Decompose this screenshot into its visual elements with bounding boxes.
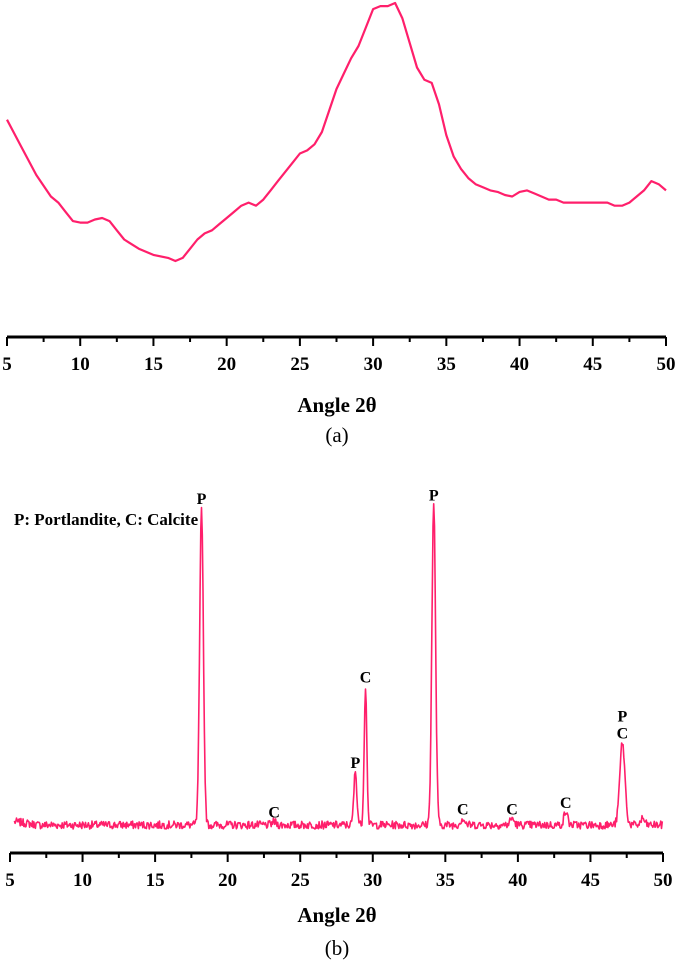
panel-a-x-axis <box>6 335 667 346</box>
panel-a-tick-label: 10 <box>71 354 90 375</box>
panel-a-tick-label: 35 <box>437 354 456 375</box>
peak-label: C <box>506 801 518 818</box>
panel-b-tick-label: 30 <box>363 870 382 891</box>
panel-b-legend: P: Portlandite, C: Calcite <box>14 510 199 529</box>
panel-b-tick-label: 35 <box>436 870 455 891</box>
panel-a-tick-label: 50 <box>657 354 676 375</box>
panel-a-tick-label: 20 <box>217 354 236 375</box>
panel-a-tick-label: 15 <box>144 354 163 375</box>
panel-a-tick-label: 25 <box>290 354 309 375</box>
panel-b-tick-label: 20 <box>218 870 237 891</box>
panel-b-tick-label: 40 <box>508 870 527 891</box>
panel-b-tick-label: 25 <box>291 870 310 891</box>
panel-b-tick-label: 45 <box>581 870 600 891</box>
panel-a-x-axis-title: Angle 2θ <box>297 393 376 417</box>
peak-label: C <box>457 801 469 818</box>
peak-label: C <box>617 725 629 742</box>
peak-label: P <box>429 488 439 505</box>
peak-label: P <box>350 755 360 772</box>
panel-b-tick-label: 10 <box>73 870 92 891</box>
peak-label: P <box>617 708 627 725</box>
panel-b-x-axis <box>9 851 664 862</box>
panel-a-caption: (a) <box>325 423 348 447</box>
peak-label: P <box>197 491 207 508</box>
panel-a-tick-label: 5 <box>2 354 12 375</box>
panel-a: 5 10 15 20 25 30 35 40 45 50 Angle 2θ (a) <box>2 1 676 447</box>
panel-b-curve <box>13 503 664 830</box>
panel-b-tick-labels: 5 10 15 20 25 30 35 40 45 50 <box>5 870 672 891</box>
peak-label: C <box>560 795 572 812</box>
panel-a-tick-labels: 5 10 15 20 25 30 35 40 45 50 <box>2 354 675 375</box>
panel-a-curve <box>6 1 667 263</box>
peak-label: C <box>268 805 280 822</box>
panel-b-tick-label: 5 <box>5 870 15 891</box>
panel-a-tick-label: 40 <box>510 354 529 375</box>
panel-a-tick-label: 45 <box>583 354 602 375</box>
panel-b-tick-label: 50 <box>654 870 673 891</box>
panel-b-tick-label: 15 <box>146 870 165 891</box>
peak-label: C <box>360 669 372 686</box>
panel-b-x-axis-title: Angle 2θ <box>297 903 376 927</box>
panel-a-tick-label: 30 <box>364 354 383 375</box>
panel-b-caption: (b) <box>325 936 350 960</box>
